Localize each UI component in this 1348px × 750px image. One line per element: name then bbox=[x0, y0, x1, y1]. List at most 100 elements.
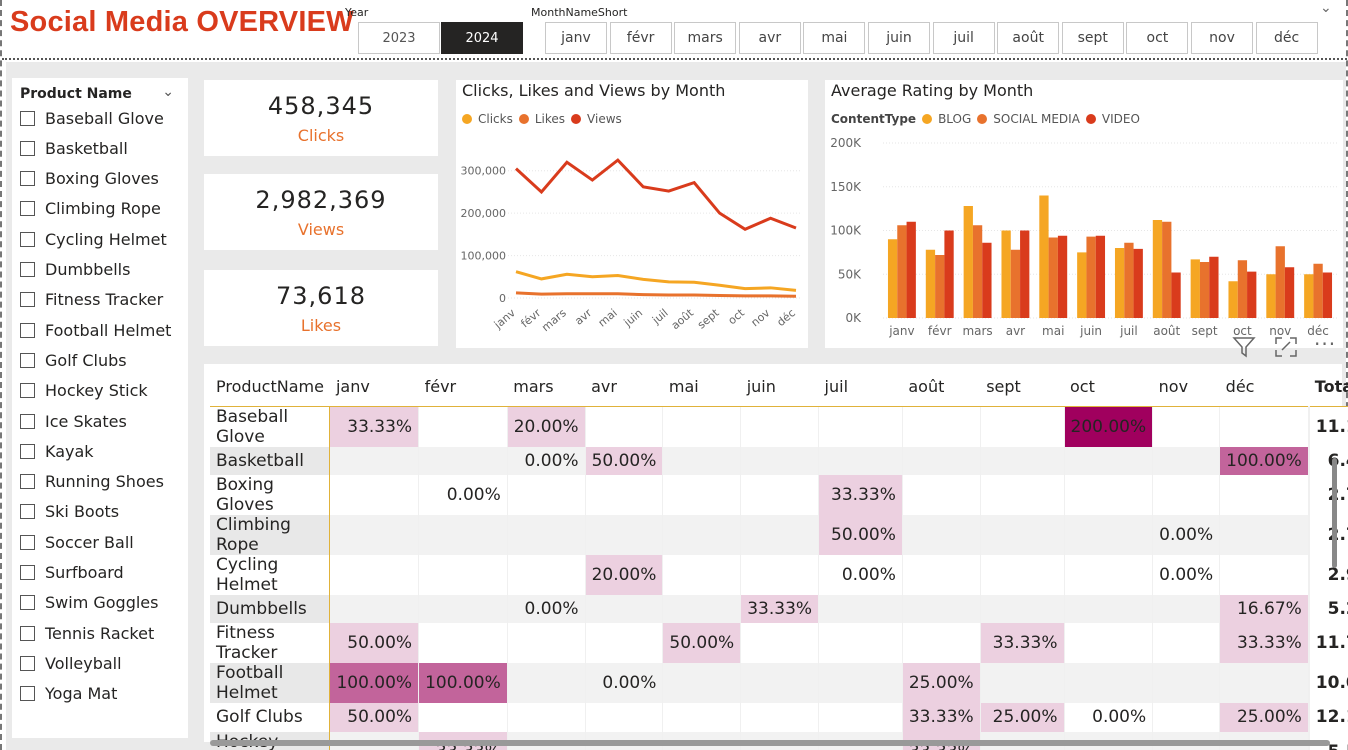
table-row[interactable]: Basketball 0.00%50.00% 100.00%6.45 bbox=[210, 446, 1348, 475]
month-button-1[interactable]: févr bbox=[609, 22, 672, 54]
bar-video[interactable] bbox=[1322, 272, 1333, 319]
filter-icon[interactable] bbox=[1232, 336, 1256, 363]
focus-mode-icon[interactable] bbox=[1274, 336, 1298, 363]
column-header[interactable]: août bbox=[902, 368, 981, 407]
month-button-5[interactable]: juin bbox=[868, 22, 930, 54]
column-header[interactable]: févr bbox=[418, 368, 508, 407]
bar-blog[interactable] bbox=[1266, 274, 1276, 318]
bar-social-media[interactable] bbox=[1199, 262, 1210, 318]
bar-blog[interactable] bbox=[925, 249, 936, 318]
table-row[interactable]: Football Helmet 100.00% 100.00% 0.00% 25.00%… bbox=[210, 663, 1348, 704]
product-item[interactable]: Ice Skates bbox=[20, 409, 127, 433]
checkbox[interactable] bbox=[20, 504, 35, 520]
product-item[interactable]: Swim Goggles bbox=[20, 591, 158, 615]
column-header[interactable]: juin bbox=[740, 368, 819, 407]
series-line-views[interactable] bbox=[514, 158, 797, 231]
bar-blog[interactable] bbox=[1152, 220, 1163, 318]
table-row[interactable]: Dumbbells 0.00% 33.33% 16.67%5.26 bbox=[210, 594, 1348, 624]
product-item[interactable]: Ski Boots bbox=[20, 500, 119, 524]
checkbox[interactable] bbox=[20, 383, 35, 399]
column-header[interactable]: Total bbox=[1308, 368, 1348, 407]
vertical-scrollbar[interactable] bbox=[1332, 458, 1337, 568]
month-button-2[interactable]: mars bbox=[674, 22, 737, 54]
bar-social-media[interactable] bbox=[1237, 260, 1248, 318]
bar-social-media[interactable] bbox=[972, 225, 983, 318]
column-header[interactable]: janv bbox=[329, 368, 419, 407]
checkbox[interactable] bbox=[20, 655, 35, 671]
bar-social-media[interactable] bbox=[1275, 246, 1285, 318]
more-options-icon[interactable]: ··· bbox=[1314, 332, 1337, 356]
bar-blog[interactable] bbox=[963, 206, 973, 318]
product-item[interactable]: Surfboard bbox=[20, 561, 124, 585]
month-button-11[interactable]: déc bbox=[1255, 22, 1318, 54]
product-item[interactable]: Boxing Gloves bbox=[20, 167, 159, 191]
bar-social-media[interactable] bbox=[1010, 249, 1021, 318]
product-item[interactable]: Running Shoes bbox=[20, 470, 164, 494]
checkbox[interactable] bbox=[20, 201, 35, 217]
bar-blog[interactable] bbox=[887, 239, 898, 318]
bar-video[interactable] bbox=[1095, 235, 1106, 318]
bar-social-media[interactable] bbox=[1313, 263, 1323, 318]
bar-blog[interactable] bbox=[1001, 230, 1011, 319]
bar-video[interactable] bbox=[1284, 267, 1295, 318]
checkbox[interactable] bbox=[20, 292, 35, 308]
bar-video[interactable] bbox=[982, 242, 992, 318]
checkbox[interactable] bbox=[20, 413, 35, 429]
checkbox[interactable] bbox=[20, 231, 35, 247]
column-header[interactable]: avr bbox=[585, 368, 663, 407]
product-item[interactable]: Kayak bbox=[20, 439, 94, 463]
product-item[interactable]: Climbing Rope bbox=[20, 197, 161, 221]
product-item[interactable]: Cycling Helmet bbox=[20, 227, 167, 251]
bar-blog[interactable] bbox=[1039, 195, 1049, 319]
horizontal-scrollbar[interactable] bbox=[210, 740, 1330, 746]
checkbox[interactable] bbox=[20, 565, 35, 580]
bar-video[interactable] bbox=[1209, 256, 1219, 318]
column-header[interactable]: mai bbox=[662, 368, 741, 407]
product-item[interactable]: Golf Clubs bbox=[20, 348, 127, 372]
product-item[interactable]: Soccer Ball bbox=[20, 530, 134, 554]
bar-social-media[interactable] bbox=[1048, 237, 1058, 319]
bar-social-media[interactable] bbox=[1162, 221, 1172, 318]
table-row[interactable]: Boxing Gloves 0.00% 33.33% 2.70 bbox=[210, 474, 1348, 515]
product-item[interactable]: Volleyball bbox=[20, 651, 122, 675]
column-header[interactable]: déc bbox=[1219, 368, 1309, 407]
bar-video[interactable] bbox=[1171, 272, 1181, 319]
bar-blog[interactable] bbox=[1114, 248, 1125, 318]
bar-video[interactable] bbox=[944, 230, 954, 319]
chevron-down-icon[interactable]: ⌄ bbox=[1320, 0, 1332, 16]
bar-blog[interactable] bbox=[1228, 281, 1238, 318]
bar-video[interactable] bbox=[1133, 248, 1143, 318]
table-row[interactable]: Cycling Helmet 20.00% 0.00% 0.00% 2.94 bbox=[210, 554, 1348, 595]
column-header[interactable]: sept bbox=[980, 368, 1064, 407]
checkbox[interactable] bbox=[20, 534, 35, 550]
bar-video[interactable] bbox=[1057, 235, 1068, 318]
bar-social-media[interactable] bbox=[935, 255, 945, 318]
product-item[interactable]: Football Helmet bbox=[20, 318, 171, 342]
product-item[interactable]: Dumbbells bbox=[20, 258, 130, 282]
bar-social-media[interactable] bbox=[1124, 242, 1134, 318]
month-button-4[interactable]: mai bbox=[803, 22, 866, 54]
product-item[interactable]: Hockey Stick bbox=[20, 379, 148, 403]
series-line-likes[interactable] bbox=[515, 291, 797, 298]
product-item[interactable]: Basketball bbox=[20, 136, 128, 160]
month-button-10[interactable]: nov bbox=[1191, 22, 1253, 54]
month-button-0[interactable]: janv bbox=[545, 22, 607, 54]
chevron-down-icon[interactable]: ⌄ bbox=[162, 84, 174, 100]
table-row[interactable]: Climbing Rope 50.00% 0.00% 2.70 bbox=[210, 514, 1348, 555]
series-line-clicks[interactable] bbox=[515, 270, 797, 292]
column-header[interactable]: oct bbox=[1064, 368, 1153, 407]
checkbox[interactable] bbox=[20, 443, 35, 459]
column-header[interactable]: mars bbox=[507, 368, 586, 407]
product-item[interactable]: Yoga Mat bbox=[20, 682, 117, 706]
bar-blog[interactable] bbox=[1077, 252, 1087, 318]
month-button-7[interactable]: août bbox=[997, 22, 1060, 54]
bar-social-media[interactable] bbox=[897, 225, 907, 318]
checkbox[interactable] bbox=[20, 110, 35, 126]
product-item[interactable]: Baseball Glove bbox=[20, 106, 164, 130]
table-row[interactable]: Golf Clubs 50.00% 33.33% 25.00% 0.00% 25.00% 1… bbox=[210, 703, 1348, 732]
bar-blog[interactable] bbox=[1190, 259, 1200, 318]
checkbox[interactable] bbox=[20, 686, 35, 702]
bar-social-media[interactable] bbox=[1086, 236, 1096, 318]
year-2024-button[interactable]: 2024 bbox=[441, 22, 523, 54]
